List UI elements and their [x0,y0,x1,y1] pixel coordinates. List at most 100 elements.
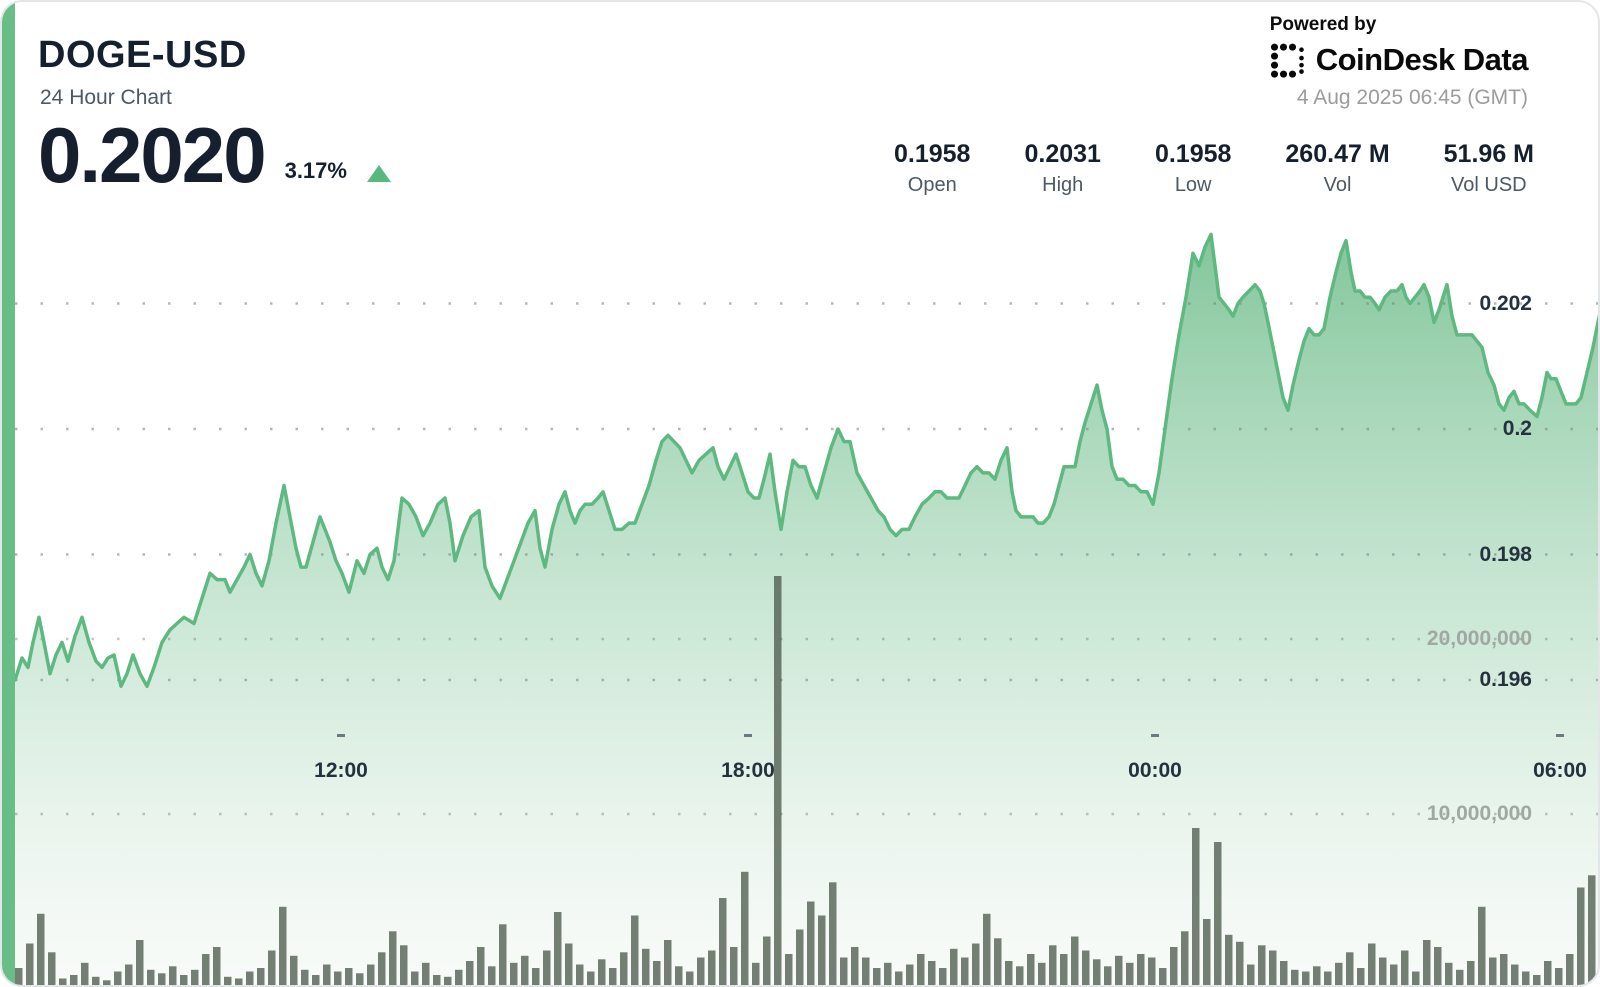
volume-bar [642,948,650,985]
volume-bar [1566,954,1574,985]
price-change-percent: 3.17% [284,158,347,184]
volume-bar [961,957,969,985]
volume-bar [1214,842,1222,985]
volume-bar [675,966,683,985]
volume-bar [1148,957,1156,985]
volume-bar [928,961,936,985]
volume-bar [180,975,188,985]
volume-bar [279,906,287,985]
volume-bar [664,940,672,985]
volume-bar [906,964,914,985]
card-accent-bar [2,2,15,985]
volume-bar [290,955,298,985]
stat-label: Open [907,174,957,196]
stat-low: 0.1958 Low [1155,140,1231,197]
stat-value: 0.2031 [1024,140,1101,168]
volume-bar [1401,950,1409,985]
stat-value: 260.47 M [1285,140,1390,168]
volume-bar [323,964,331,985]
volume-bar [543,950,551,985]
stat-vol-usd: 51.96 M Vol USD [1444,140,1534,197]
volume-bar [785,954,793,985]
price-area-fill [15,234,1598,985]
volume-bar [1357,968,1365,985]
volume-bar [1005,961,1013,985]
volume-bar [125,964,133,985]
volume-bar [510,962,518,985]
volume-bar [1038,962,1046,985]
volume-bar [1445,962,1453,985]
volume-bar [1500,954,1508,985]
volume-bar [312,975,320,985]
volume-bar [1346,952,1354,985]
y-axis-price-label-0.196: 0.196 [1479,668,1532,691]
volume-bar [587,971,595,985]
stat-value: 51.96 M [1443,140,1534,168]
volume-bar [1203,919,1211,985]
coindesk-data-link[interactable]: CoinDesk Data [1270,42,1529,78]
volume-bar [455,969,463,985]
volume-bar [1489,957,1497,985]
volume-bar [653,961,661,985]
volume-bar [862,957,870,985]
time-tick-mark [1556,734,1564,737]
volume-bar [950,948,958,985]
volume-bar [1060,954,1068,985]
time-tick-mark [337,734,345,737]
volume-bar [818,915,826,985]
volume-bar [1412,971,1420,985]
volume-bar [1071,936,1079,985]
volume-bar [1302,971,1310,985]
volume-bar [301,969,309,985]
volume-bar [37,913,45,985]
volume-bar [620,952,628,985]
volume-bar [1181,931,1189,985]
volume-bar [1291,969,1299,985]
volume-bar [1016,966,1024,985]
powered-by-label: Powered by [1269,14,1377,35]
volume-bar [389,931,397,985]
volume-bar [1093,959,1101,985]
coindesk-logo-icon [1270,42,1306,78]
volume-bar [1533,975,1541,985]
volume-bar [1588,875,1596,985]
stat-vol: 260.47 M Vol [1285,140,1389,197]
volume-bar [499,924,507,985]
volume-bar [994,938,1002,985]
current-price: 0.2020 [38,111,267,199]
volume-bar [1027,954,1035,985]
volume-bar [1225,934,1233,985]
volume-bar [521,955,529,985]
stat-open: 0.1958 Open [894,140,970,197]
volume-bar [1126,962,1134,985]
volume-bar [851,947,859,985]
price-row: 0.2020 3.17% [38,111,391,199]
volume-bar [246,971,254,985]
volume-bar [576,964,584,985]
volume-bar [257,968,265,985]
volume-bar [202,954,210,985]
stat-high: 0.2031 High [1024,140,1100,197]
volume-bar [1082,950,1090,985]
volume-bar [48,952,56,985]
stat-label: Vol USD [1451,174,1527,196]
volume-bar [1313,966,1321,985]
volume-bar [1104,966,1112,985]
x-axis-time-label-0000: 00:00 [1128,759,1182,782]
volume-bar [1049,945,1057,985]
volume-bar [1379,957,1387,985]
price-line [13,232,1598,689]
volume-bar [939,968,947,985]
volume-bar [213,947,221,985]
volume-bar [224,976,232,985]
volume-bar [1280,961,1288,985]
chart-timestamp: 4 Aug 2025 06:45 (GMT) [1296,86,1528,109]
volume-bar [1269,950,1277,985]
volume-bar [345,968,353,985]
volume-bar [884,962,892,985]
volume-bar [807,901,815,985]
volume-bar [400,945,408,985]
volume-bar [752,962,760,985]
volume-bar [1577,887,1585,985]
